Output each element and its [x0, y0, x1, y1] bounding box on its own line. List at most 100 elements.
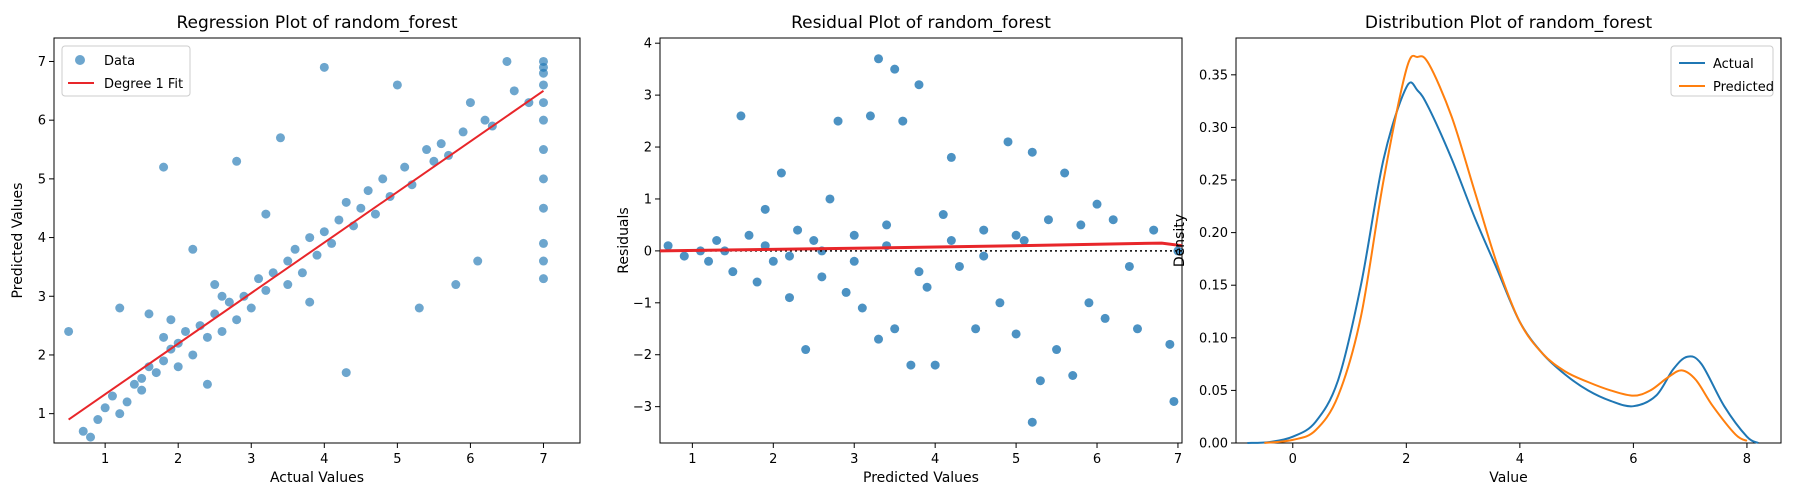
residual-point: [946, 236, 956, 245]
residual-point: [833, 116, 843, 126]
residual-point: [1027, 147, 1037, 157]
residual-point: [1108, 215, 1118, 225]
x-tick-label: 1: [101, 452, 109, 467]
data-point: [202, 379, 212, 389]
y-tick-label: 4: [38, 231, 46, 246]
y-axis-label: Predicted Values: [10, 183, 26, 299]
data-point: [429, 156, 439, 166]
data-point: [334, 215, 344, 225]
data-point: [538, 80, 548, 90]
x-tick-label: 2: [769, 452, 777, 467]
data-point: [224, 297, 234, 307]
x-tick-label: 8: [1743, 452, 1751, 467]
residual-point: [1076, 220, 1086, 230]
data-point: [458, 127, 468, 137]
y-axis-label: Residuals: [616, 207, 632, 273]
data-point: [341, 197, 351, 207]
y-tick-label: 7: [38, 55, 46, 70]
legend-label-actual: Actual: [1713, 57, 1754, 72]
y-tick-label: 0.25: [1199, 174, 1228, 189]
y-tick-label: 0.15: [1199, 279, 1228, 294]
data-point: [356, 203, 366, 213]
residual-point: [760, 241, 770, 251]
y-tick-label: 0.05: [1199, 384, 1228, 399]
data-point: [283, 280, 293, 290]
data-point: [422, 145, 432, 155]
y-tick-label: 0: [644, 244, 652, 259]
residual-point: [712, 236, 722, 245]
legend-data-marker: [75, 55, 85, 65]
y-tick-label: 1: [644, 192, 652, 207]
data-point: [100, 403, 110, 413]
data-point: [451, 280, 461, 290]
residual-point: [995, 298, 1005, 308]
y-tick-label: 1: [38, 407, 46, 422]
distribution-panel: 0 2 4 6 8 0.00 0.05 0.10 0.15 0.20 0.25 0.30 0.35 Dis…: [1172, 13, 1782, 486]
plot-frame: [1235, 37, 1782, 444]
residual-point: [1003, 137, 1013, 147]
y-tick-label: 6: [38, 114, 46, 129]
residual-point: [1084, 298, 1094, 308]
data-point: [312, 250, 322, 260]
data-point: [305, 297, 315, 307]
data-point: [538, 238, 548, 248]
residual-point: [898, 116, 908, 126]
y-tick-label: −3: [633, 400, 652, 415]
y-tick-label: 3: [644, 89, 652, 104]
data-point: [414, 303, 424, 313]
data-point: [159, 356, 169, 366]
y-tick-label: 0.35: [1199, 68, 1228, 83]
x-tick-label: 6: [1093, 452, 1101, 467]
data-point: [166, 315, 176, 325]
residual-point: [971, 324, 981, 334]
data-point: [122, 397, 132, 407]
data-point: [232, 315, 242, 325]
data-point: [319, 227, 329, 237]
residual-point: [865, 111, 875, 121]
density-curve-actual: [1247, 81, 1759, 444]
residual-point: [784, 293, 794, 303]
data-point: [473, 256, 483, 266]
data-point: [480, 115, 490, 125]
residual-point: [825, 194, 835, 204]
y-tick-label: −1: [633, 296, 652, 311]
data-point: [378, 174, 388, 184]
data-point: [217, 291, 227, 301]
data-point: [268, 268, 278, 278]
residual-point: [849, 230, 859, 240]
legend-data-label: Data: [104, 54, 135, 69]
data-point: [319, 62, 329, 72]
y-tick-label: −2: [633, 348, 652, 363]
residual-point: [857, 303, 867, 313]
residual-point: [752, 277, 762, 287]
fit-line: [68, 90, 545, 421]
x-tick-label: 6: [1629, 452, 1637, 467]
residual-point: [1124, 261, 1134, 271]
residual-point: [946, 152, 956, 162]
data-point: [290, 244, 300, 254]
y-tick-label: 0.30: [1199, 121, 1228, 136]
residual-point: [728, 267, 738, 277]
data-point: [538, 274, 548, 284]
data-point: [400, 162, 410, 172]
data-point: [283, 256, 293, 266]
residual-point: [1011, 329, 1021, 339]
residual-point: [704, 256, 714, 266]
data-point: [275, 133, 285, 143]
data-point: [181, 326, 190, 336]
x-tick-label: 3: [850, 452, 858, 467]
residual-point: [1132, 324, 1142, 334]
residual-point: [1027, 417, 1037, 427]
data-point: [261, 209, 271, 219]
chart-title: Regression Plot of random_forest: [176, 13, 457, 33]
residual-point: [1092, 199, 1102, 209]
data-point: [137, 385, 147, 395]
x-axis-label: Actual Values: [270, 470, 364, 486]
data-point: [370, 209, 380, 219]
residual-point: [841, 287, 851, 297]
residual-point: [1169, 396, 1179, 406]
x-axis-label: Predicted Values: [863, 470, 979, 486]
residual-point: [744, 230, 754, 240]
y-tick-label: 0.20: [1199, 226, 1228, 241]
chart-title: Distribution Plot of random_forest: [1365, 13, 1653, 33]
